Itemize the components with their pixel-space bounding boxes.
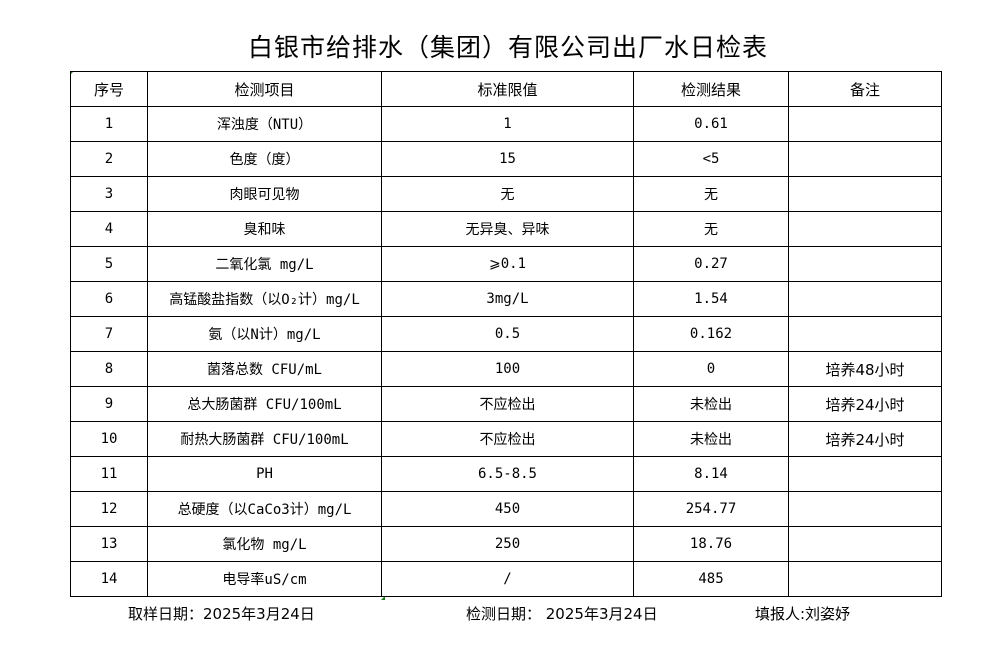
cell-standard: 1 bbox=[381, 106, 634, 142]
cell-remark bbox=[788, 211, 942, 247]
sampling-date: 取样日期：2025年3月24日 bbox=[128, 605, 315, 623]
cell-result: 未检出 bbox=[633, 386, 789, 422]
cell-item: 色度（度） bbox=[147, 141, 382, 177]
cell-index: 11 bbox=[70, 456, 148, 492]
cell-item: 总硬度（以CaCo3计）mg/L bbox=[147, 491, 382, 527]
cell-remark bbox=[788, 491, 942, 527]
cell-item: 二氧化氯 mg/L bbox=[147, 246, 382, 282]
header-result: 检测结果 bbox=[633, 71, 789, 107]
cell-standard: ⩾0.1 bbox=[381, 246, 634, 282]
cell-index: 10 bbox=[70, 421, 148, 457]
cell-standard: 100 bbox=[381, 351, 634, 387]
cell-item: PH bbox=[147, 456, 382, 492]
table-row: 12 总硬度（以CaCo3计）mg/L 450 254.77 bbox=[70, 491, 942, 527]
cell-standard: 6.5-8.5 bbox=[381, 456, 634, 492]
cell-remark bbox=[788, 281, 942, 317]
cell-remark bbox=[788, 561, 942, 597]
table-row: 10 耐热大肠菌群 CFU/100mL 不应检出 未检出 培养24小时 bbox=[70, 421, 942, 457]
table-row: 3 肉眼可见物无无 bbox=[70, 176, 942, 212]
cell-index: 12 bbox=[70, 491, 148, 527]
cell-index: 6 bbox=[70, 281, 148, 317]
cell-index: 1 bbox=[70, 106, 148, 142]
cell-index: 3 bbox=[70, 176, 148, 212]
cell-item: 菌落总数 CFU/mL bbox=[147, 351, 382, 387]
cell-remark bbox=[788, 141, 942, 177]
cell-standard: 无异臭、异味 bbox=[381, 211, 634, 247]
cell-standard: / bbox=[381, 561, 634, 597]
cell-index: 8 bbox=[70, 351, 148, 387]
cell-standard: 3mg/L bbox=[381, 281, 634, 317]
cell-index: 7 bbox=[70, 316, 148, 352]
cell-index: 2 bbox=[70, 141, 148, 177]
table-row: 2 色度（度） 15 <5 bbox=[70, 141, 942, 177]
cell-result: 0.61 bbox=[633, 106, 789, 142]
table-row: 13 氯化物 mg/L 250 18.76 bbox=[70, 526, 942, 562]
cell-standard: 无 bbox=[381, 176, 634, 212]
cell-item: 肉眼可见物 bbox=[147, 176, 382, 212]
table-row: 9 总大肠菌群 CFU/100mL 不应检出 未检出 培养24小时 bbox=[70, 386, 942, 422]
cell-item: 臭和味 bbox=[147, 211, 382, 247]
cell-standard: 不应检出 bbox=[381, 386, 634, 422]
cell-result: 无 bbox=[633, 176, 789, 212]
table-row: 8 菌落总数 CFU/mL 100 0 培养48小时 bbox=[70, 351, 942, 387]
cell-item: 总大肠菌群 CFU/100mL bbox=[147, 386, 382, 422]
cell-result: 未检出 bbox=[633, 421, 789, 457]
cell-remark bbox=[788, 176, 942, 212]
cell-remark bbox=[788, 246, 942, 282]
cell-index: 13 bbox=[70, 526, 148, 562]
cell-remark bbox=[788, 456, 942, 492]
header-standard: 标准限值 bbox=[381, 71, 634, 107]
cell-standard: 250 bbox=[381, 526, 634, 562]
cell-standard: 不应检出 bbox=[381, 421, 634, 457]
table-row: 7 氨（以N计）mg/L 0.5 0.162 bbox=[70, 316, 942, 352]
cell-result: 0.27 bbox=[633, 246, 789, 282]
page-title: 白银市给排水（集团）有限公司出厂水日检表 bbox=[247, 33, 768, 62]
cell-marker bbox=[381, 596, 385, 600]
cell-remark: 培养48小时 bbox=[788, 351, 942, 387]
table-row: 5 二氧化氯 mg/L ⩾0.1 0.27 bbox=[70, 246, 942, 282]
table-row: 6 高锰酸盐指数（以O₂计）mg/L 3mg/L 1.54 bbox=[70, 281, 942, 317]
cell-result: 8.14 bbox=[633, 456, 789, 492]
cell-result: 18.76 bbox=[633, 526, 789, 562]
header-item: 检测项目 bbox=[147, 71, 382, 107]
cell-result: <5 bbox=[633, 141, 789, 177]
cell-result: 1.54 bbox=[633, 281, 789, 317]
table-row: 1 浑浊度（NTU） 1 0.61 bbox=[70, 106, 942, 142]
test-date: 检测日期： 2025年3月24日 bbox=[466, 605, 658, 623]
cell-item: 耐热大肠菌群 CFU/100mL bbox=[147, 421, 382, 457]
table-row: 11 PH 6.5-8.5 8.14 bbox=[70, 456, 942, 492]
cell-remark bbox=[788, 106, 942, 142]
cell-index: 4 bbox=[70, 211, 148, 247]
cell-result: 0.162 bbox=[633, 316, 789, 352]
header-index: 序号 bbox=[70, 71, 148, 107]
cell-item: 氯化物 mg/L bbox=[147, 526, 382, 562]
header-row: 序号 检测项目 标准限值 检测结果 备注 bbox=[70, 71, 942, 107]
table-row: 14 电导率uS/cm/485 bbox=[70, 561, 942, 597]
cell-standard: 450 bbox=[381, 491, 634, 527]
cell-result: 0 bbox=[633, 351, 789, 387]
cell-item: 高锰酸盐指数（以O₂计）mg/L bbox=[147, 281, 382, 317]
cell-standard: 15 bbox=[381, 141, 634, 177]
cell-remark bbox=[788, 316, 942, 352]
cell-index: 5 bbox=[70, 246, 148, 282]
cell-result: 254.77 bbox=[633, 491, 789, 527]
header-remark: 备注 bbox=[788, 71, 942, 107]
cell-result: 无 bbox=[633, 211, 789, 247]
cell-index: 14 bbox=[70, 561, 148, 597]
inspection-table: 序号 检测项目 标准限值 检测结果 备注 1 浑浊度（NTU） 1 0.61 2 色度（度） 15 <5… bbox=[70, 71, 942, 597]
cell-item: 浑浊度（NTU） bbox=[147, 106, 382, 142]
cell-remark bbox=[788, 526, 942, 562]
table-row: 4 臭和味 无异臭、异味无 bbox=[70, 211, 942, 247]
cell-item: 氨（以N计）mg/L bbox=[147, 316, 382, 352]
cell-remark: 培养24小时 bbox=[788, 421, 942, 457]
cell-result: 485 bbox=[633, 561, 789, 597]
cell-standard: 0.5 bbox=[381, 316, 634, 352]
cell-remark: 培养24小时 bbox=[788, 386, 942, 422]
cell-index: 9 bbox=[70, 386, 148, 422]
reporter: 填报人:刘姿妤 bbox=[755, 605, 851, 623]
cell-item: 电导率uS/cm bbox=[147, 561, 382, 597]
